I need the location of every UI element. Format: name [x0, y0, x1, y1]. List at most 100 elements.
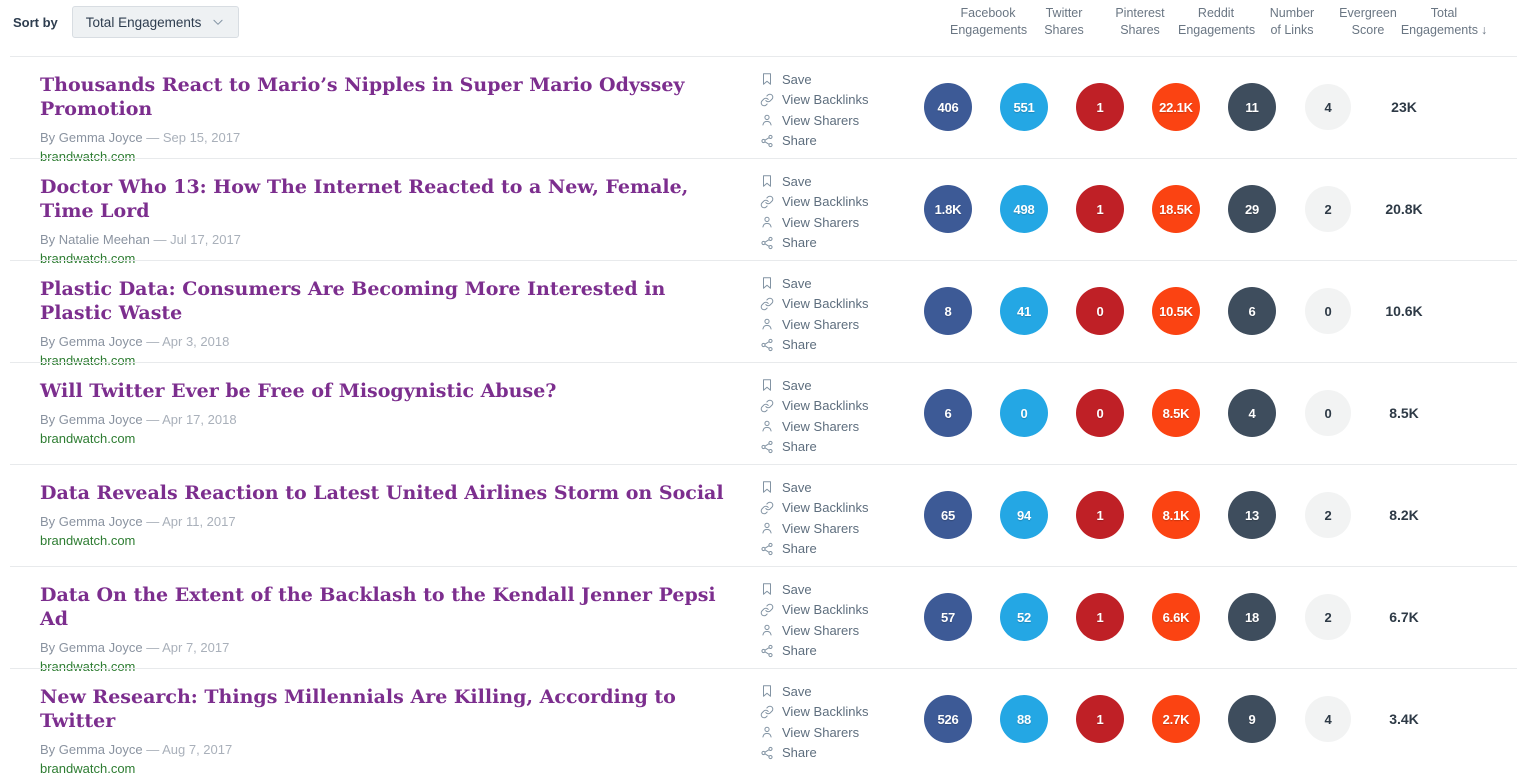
article-row: Plastic Data: Consumers Are Becoming Mor… [0, 260, 1517, 368]
results-list: Thousands React to Mario’s Nipples in Su… [0, 56, 1517, 776]
article-row: Doctor Who 13: How The Internet Reacted … [0, 158, 1517, 266]
save-button[interactable]: Save [760, 69, 910, 90]
pinterest-shares-badge: 0 [1076, 287, 1124, 335]
bookmark-icon [760, 276, 774, 290]
article-domain-link[interactable]: brandwatch.com [40, 533, 136, 548]
total-engagements-value: 6.7K [1389, 609, 1419, 625]
article-actions: Save View Backlinks View Sharers Share [760, 56, 910, 158]
column-header-twitter-shares[interactable]: Twitter Shares [1044, 6, 1084, 37]
save-button[interactable]: Save [760, 375, 910, 396]
article-title[interactable]: Data On the Extent of the Backlash to th… [40, 584, 716, 630]
evergreen-score-badge: 2 [1305, 492, 1351, 538]
share-button[interactable]: Share [760, 539, 910, 560]
article-title[interactable]: Doctor Who 13: How The Internet Reacted … [40, 176, 689, 222]
number-of-links-badge: 9 [1228, 695, 1276, 743]
user-icon [760, 317, 774, 331]
column-header-number-of-links[interactable]: Number of Links [1269, 6, 1315, 37]
share-button[interactable]: Share [760, 131, 910, 152]
view-sharers-button[interactable]: View Sharers [760, 212, 910, 233]
view-backlinks-button[interactable]: View Backlinks [760, 90, 910, 111]
share-icon [760, 134, 774, 148]
user-icon [760, 521, 774, 535]
article-domain-link[interactable]: brandwatch.com [40, 431, 136, 446]
article-title[interactable]: Data Reveals Reaction to Latest United A… [40, 482, 724, 504]
article-domain-link[interactable]: brandwatch.com [40, 353, 136, 368]
article-domain-link[interactable]: brandwatch.com [40, 251, 136, 266]
link-icon [760, 705, 774, 719]
article-row: Will Twitter Ever be Free of Misogynisti… [0, 362, 1517, 464]
view-backlinks-button[interactable]: View Backlinks [760, 396, 910, 417]
save-button[interactable]: Save [760, 273, 910, 294]
twitter-shares-badge: 551 [1000, 83, 1048, 131]
article-info: New Research: Things Millennials Are Kil… [0, 668, 760, 776]
view-backlinks-button[interactable]: View Backlinks [760, 498, 910, 519]
article-byline: By Gemma Joyce — Apr 11, 2017 [40, 514, 740, 529]
bookmark-icon [760, 684, 774, 698]
bookmark-icon [760, 480, 774, 494]
evergreen-score-badge: 4 [1305, 696, 1351, 742]
article-metrics: 1.8K 498 1 18.5K 29 2 20.8K [910, 158, 1442, 260]
share-button[interactable]: Share [760, 437, 910, 458]
article-metrics: 8 41 0 10.5K 6 0 10.6K [910, 260, 1442, 362]
reddit-engagements-badge: 6.6K [1152, 593, 1200, 641]
article-actions: Save View Backlinks View Sharers Share [760, 464, 910, 566]
twitter-shares-badge: 0 [1000, 389, 1048, 437]
sort-dropdown[interactable]: Total Engagements [71, 6, 240, 38]
twitter-shares-badge: 52 [1000, 593, 1048, 641]
article-info: Plastic Data: Consumers Are Becoming Mor… [0, 260, 760, 368]
number-of-links-badge: 29 [1228, 185, 1276, 233]
bookmark-icon [760, 72, 774, 86]
view-sharers-button[interactable]: View Sharers [760, 620, 910, 641]
share-button[interactable]: Share [760, 743, 910, 764]
toolbar: Sort by Total Engagements Facebook Engag… [0, 0, 1517, 56]
share-button[interactable]: Share [760, 335, 910, 356]
article-title[interactable]: Thousands React to Mario’s Nipples in Su… [40, 74, 685, 120]
bookmark-icon [760, 174, 774, 188]
view-backlinks-button[interactable]: View Backlinks [760, 702, 910, 723]
share-button[interactable]: Share [760, 641, 910, 662]
column-header-pinterest-shares[interactable]: Pinterest Shares [1115, 6, 1165, 37]
pinterest-shares-badge: 1 [1076, 83, 1124, 131]
article-title[interactable]: New Research: Things Millennials Are Kil… [40, 686, 676, 732]
view-sharers-button[interactable]: View Sharers [760, 518, 910, 539]
view-sharers-button[interactable]: View Sharers [760, 722, 910, 743]
save-button[interactable]: Save [760, 477, 910, 498]
view-backlinks-button[interactable]: View Backlinks [760, 600, 910, 621]
article-row: Data Reveals Reaction to Latest United A… [0, 464, 1517, 566]
view-backlinks-button[interactable]: View Backlinks [760, 294, 910, 315]
facebook-engagements-badge: 406 [924, 83, 972, 131]
article-title[interactable]: Plastic Data: Consumers Are Becoming Mor… [40, 278, 666, 324]
article-domain-link[interactable]: brandwatch.com [40, 761, 136, 776]
article-byline: By Gemma Joyce — Apr 3, 2018 [40, 334, 740, 349]
share-icon [760, 542, 774, 556]
article-author: By Gemma Joyce [40, 412, 143, 427]
column-headers: Facebook Engagements Twitter Shares Pint… [950, 5, 1488, 39]
evergreen-score-badge: 2 [1305, 186, 1351, 232]
article-metrics: 526 88 1 2.7K 9 4 3.4K [910, 668, 1442, 770]
article-date: — Aug 7, 2017 [146, 742, 233, 757]
save-button[interactable]: Save [760, 171, 910, 192]
save-button[interactable]: Save [760, 579, 910, 600]
article-domain-link[interactable]: brandwatch.com [40, 149, 136, 164]
article-domain-link[interactable]: brandwatch.com [40, 659, 136, 674]
link-icon [760, 399, 774, 413]
save-button[interactable]: Save [760, 681, 910, 702]
bookmark-icon [760, 378, 774, 392]
user-icon [760, 623, 774, 637]
article-title[interactable]: Will Twitter Ever be Free of Misogynisti… [40, 380, 557, 402]
column-header-facebook-engagements[interactable]: Facebook Engagements [950, 6, 1028, 37]
share-icon [760, 338, 774, 352]
column-header-evergreen-score[interactable]: Evergreen Score [1339, 6, 1397, 37]
sort-dropdown-value: Total Engagements [85, 14, 202, 30]
article-info: Data Reveals Reaction to Latest United A… [0, 464, 760, 566]
view-sharers-button[interactable]: View Sharers [760, 314, 910, 335]
number-of-links-badge: 6 [1228, 287, 1276, 335]
view-backlinks-button[interactable]: View Backlinks [760, 192, 910, 213]
share-icon [760, 440, 774, 454]
view-sharers-button[interactable]: View Sharers [760, 110, 910, 131]
share-button[interactable]: Share [760, 233, 910, 254]
column-header-total-engagements[interactable]: Total Engagements ↓ [1400, 6, 1488, 37]
twitter-shares-badge: 88 [1000, 695, 1048, 743]
view-sharers-button[interactable]: View Sharers [760, 416, 910, 437]
column-header-reddit-engagements[interactable]: Reddit Engagements [1178, 6, 1256, 37]
